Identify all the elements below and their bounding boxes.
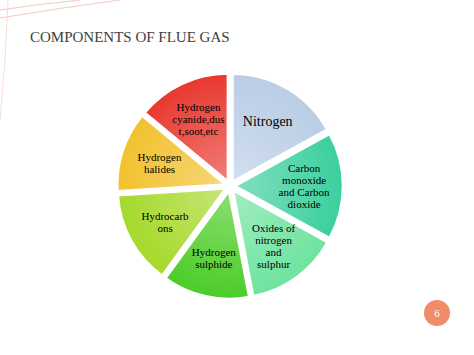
slice [235, 134, 343, 238]
pie [117, 73, 343, 298]
label-line: Hydrogen [192, 246, 236, 258]
label-line: ons [157, 222, 172, 234]
slice-label: Hydrogenhalides [138, 151, 182, 175]
label-line: Nitrogen [243, 114, 293, 129]
label-line: monoxide [282, 174, 326, 186]
decoration [0, 0, 120, 120]
label-line: sulphide [195, 258, 232, 270]
label-line: Carbon [288, 162, 321, 174]
label-line: Hydrogen [138, 151, 182, 163]
page-number-text: 6 [434, 307, 440, 319]
slice-label: Nitrogen [243, 114, 293, 129]
decor-line [0, 0, 8, 120]
slice-label: Hydrogensulphide [192, 246, 236, 270]
label-line: Oxides of [252, 222, 295, 234]
slice-label: Hydrogencyanide,dust,soot,etc [172, 101, 224, 137]
label-line: and Carbon [279, 186, 331, 198]
labels: Nitrogen Carbonmonoxideand Carbondioxide O… [138, 101, 331, 270]
label-line: Hydrogen [176, 101, 220, 113]
title: COMPONENTS OF FLUE GAS [30, 29, 230, 45]
label-line: t,soot,etc [179, 125, 219, 137]
label-line: sulphur [257, 258, 290, 270]
slide: COMPONENTS OF FLUE GAS Nitrogen Carbonmono… [0, 0, 474, 355]
slice [145, 73, 228, 181]
slice-label: Oxides ofnitrogenandsulphur [252, 222, 295, 270]
label-line: dioxide [288, 198, 321, 210]
decor-line [0, 0, 80, 10]
page-number: 6 [424, 300, 450, 326]
decor-line [0, 0, 120, 18]
label-line: Hydrocarb [142, 210, 190, 222]
label-line: halides [144, 163, 175, 175]
page-badge [424, 300, 450, 326]
label-line: nitrogen [255, 234, 292, 246]
label-line: and [266, 246, 282, 258]
slice-label: Carbonmonoxideand Carbondioxide [279, 162, 331, 210]
label-line: cyanide,dus [172, 113, 224, 125]
slice-label: Hydrocarbons [142, 210, 190, 234]
